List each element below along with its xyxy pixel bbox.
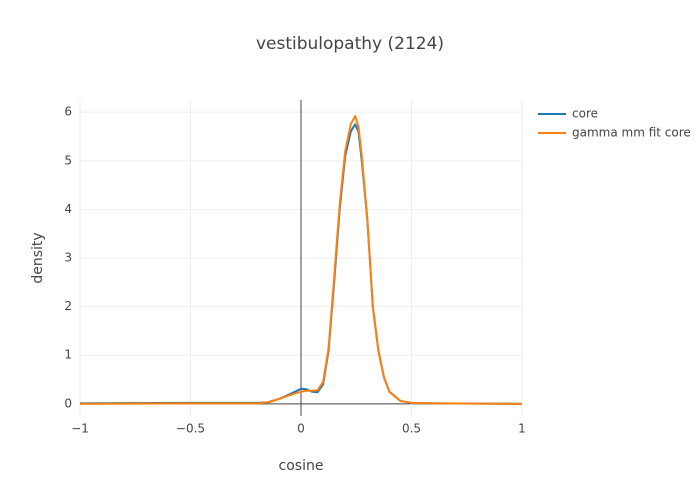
y-axis-title: density [30, 232, 46, 283]
y-tick-label: 5 [64, 153, 72, 167]
chart-title: vestibulopathy (2124) [256, 34, 444, 54]
legend-label: core [572, 107, 598, 121]
y-tick-label: 4 [64, 202, 72, 216]
legend-label: gamma mm fit core [572, 126, 691, 140]
y-tick-label: 6 [64, 105, 72, 119]
y-tick-label: 2 [64, 299, 72, 313]
x-tick-label: 0 [297, 422, 305, 436]
x-axis-title: cosine [279, 458, 324, 474]
y-tick-label: 1 [64, 348, 72, 362]
x-tick-label: 0.5 [402, 422, 421, 436]
y-tick-label: 0 [64, 396, 72, 410]
y-tick-label: 3 [64, 251, 72, 265]
x-tick-label: −0.5 [176, 422, 205, 436]
x-tick-label: 1 [518, 422, 526, 436]
line [79, 115, 523, 405]
x-tick-label: −1 [71, 422, 89, 436]
